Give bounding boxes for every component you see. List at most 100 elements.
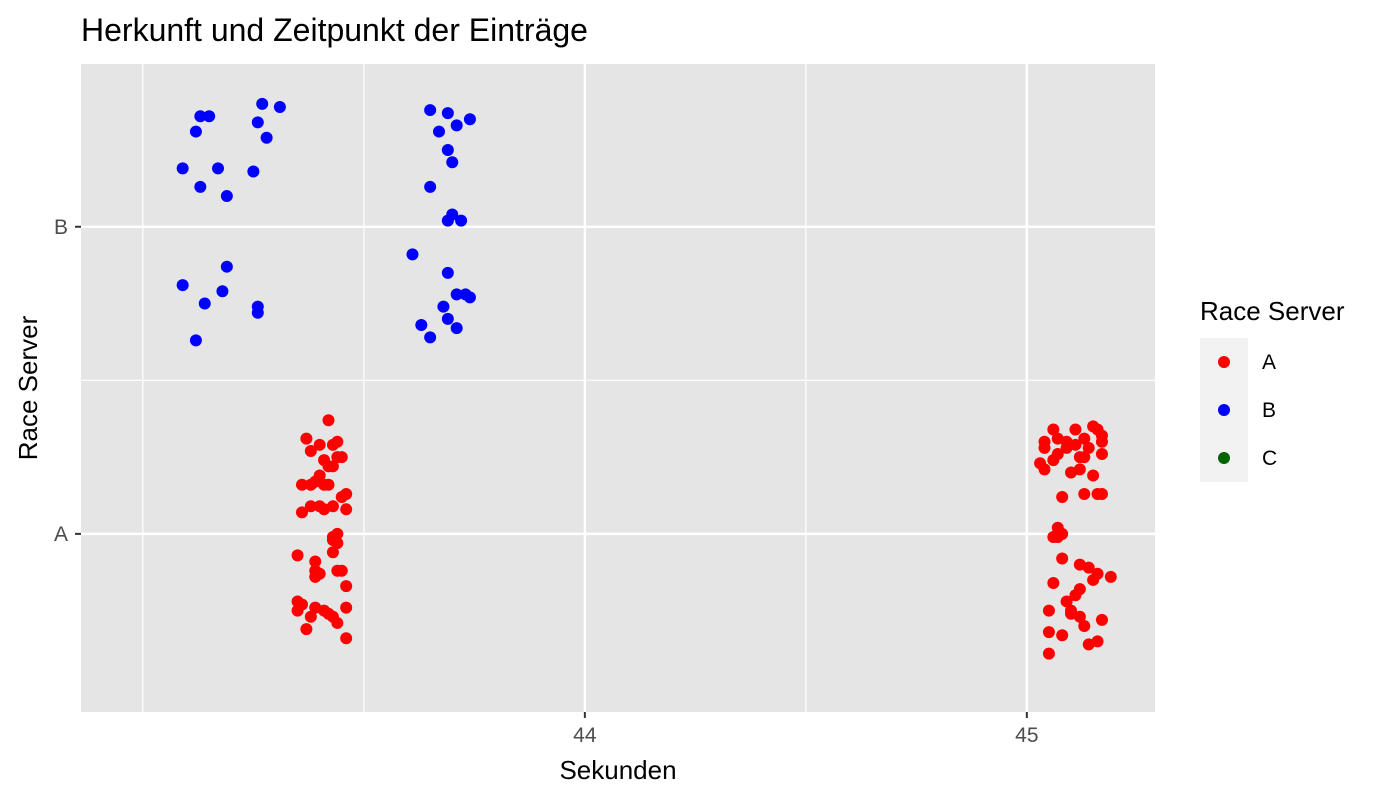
data-point-a <box>291 549 304 562</box>
data-point-b <box>256 97 269 110</box>
data-point-a <box>331 616 344 629</box>
data-point-a <box>340 601 353 614</box>
legend-label-a: A <box>1262 351 1276 374</box>
data-point-b <box>415 319 428 332</box>
data-point-a <box>1065 466 1078 479</box>
legend-label-c: C <box>1262 447 1277 470</box>
data-point-a <box>1056 491 1069 504</box>
y-tick-label: A <box>54 523 68 546</box>
data-point-a <box>1051 530 1064 543</box>
data-point-b <box>273 100 286 113</box>
data-point-a <box>1073 610 1086 623</box>
data-point-a <box>1078 432 1091 445</box>
data-point-b <box>433 125 445 138</box>
data-point-a <box>1038 463 1051 476</box>
data-point-a <box>1095 448 1108 461</box>
data-point-a <box>300 432 313 445</box>
data-point-b <box>194 110 207 123</box>
x-tick-label: 45 <box>1015 724 1038 747</box>
data-point-b <box>189 334 202 347</box>
data-point-a <box>1087 573 1100 586</box>
data-point-b <box>189 125 202 138</box>
plot-panel <box>81 64 1155 712</box>
data-point-a <box>335 451 348 464</box>
data-point-a <box>326 546 339 559</box>
data-point-b <box>424 104 437 117</box>
data-point-a <box>1069 589 1082 602</box>
data-point-b <box>220 260 233 273</box>
y-axis: AB <box>54 216 81 546</box>
y-tick-label: B <box>54 216 68 239</box>
data-point-a <box>322 414 335 427</box>
data-point-b <box>450 322 463 335</box>
data-point-b <box>441 312 454 325</box>
data-point-a <box>1042 647 1055 660</box>
data-point-a <box>1082 561 1095 574</box>
data-point-a <box>309 570 322 583</box>
x-tick-label: 44 <box>573 724 597 747</box>
data-point-a <box>304 444 317 457</box>
data-point-a <box>1056 552 1069 565</box>
major-gridlines <box>81 64 1155 712</box>
data-point-b <box>216 285 229 298</box>
data-point-a <box>291 604 304 617</box>
data-point-a <box>1078 620 1091 633</box>
data-point-a <box>1095 613 1108 626</box>
data-point-b <box>260 131 273 144</box>
legend: Race Server A B C <box>1200 296 1345 482</box>
data-point-b <box>198 297 211 310</box>
data-point-a <box>1095 435 1108 448</box>
data-point-b <box>220 190 233 203</box>
data-point-b <box>450 119 463 132</box>
data-point-a <box>1047 423 1060 436</box>
data-point-a <box>1047 577 1060 590</box>
data-point-b <box>441 107 454 120</box>
data-point-b <box>406 248 419 261</box>
data-point-a <box>295 478 308 491</box>
legend-label-b: B <box>1262 399 1276 422</box>
data-point-a <box>1091 487 1104 500</box>
data-point-b <box>251 116 264 129</box>
data-point-a <box>326 460 339 473</box>
data-point-b <box>424 180 437 193</box>
legend-key-b <box>1218 404 1230 416</box>
data-point-b <box>247 165 260 178</box>
data-point-a <box>1060 441 1073 454</box>
data-point-a <box>1069 423 1082 436</box>
data-point-b <box>424 331 437 344</box>
data-point-b <box>455 214 468 227</box>
data-point-a <box>1042 604 1055 617</box>
data-point-a <box>1091 635 1104 648</box>
data-point-b <box>176 279 189 292</box>
data-point-a <box>340 487 353 500</box>
data-point-a <box>1087 469 1100 482</box>
data-point-b <box>251 300 264 313</box>
data-point-b <box>194 180 207 193</box>
data-point-a <box>313 438 326 451</box>
data-point-b <box>446 156 459 169</box>
data-point-a <box>1078 487 1091 500</box>
data-point-a <box>340 580 353 593</box>
data-point-a <box>1056 629 1069 642</box>
data-point-a <box>1082 441 1095 454</box>
data-point-b <box>176 162 189 175</box>
x-axis: 44 45 <box>573 712 1039 747</box>
minor-gridlines <box>81 64 1155 712</box>
data-point-b <box>212 162 225 175</box>
data-point-a <box>300 623 313 636</box>
data-point-a <box>1047 454 1060 467</box>
data-point-a <box>1104 570 1117 583</box>
data-point-b <box>463 291 476 304</box>
data-point-a <box>335 564 348 577</box>
data-point-b <box>463 113 476 126</box>
data-point-a <box>304 610 317 623</box>
data-point-a <box>1060 595 1073 608</box>
x-axis-title: Sekunden <box>559 755 676 785</box>
chart-title: Herkunft und Zeitpunkt der Einträge <box>81 12 588 48</box>
data-points <box>176 97 1117 660</box>
data-point-a <box>326 500 339 513</box>
data-point-b <box>203 110 216 123</box>
data-point-a <box>295 506 308 519</box>
y-axis-title: Race Server <box>13 315 43 460</box>
